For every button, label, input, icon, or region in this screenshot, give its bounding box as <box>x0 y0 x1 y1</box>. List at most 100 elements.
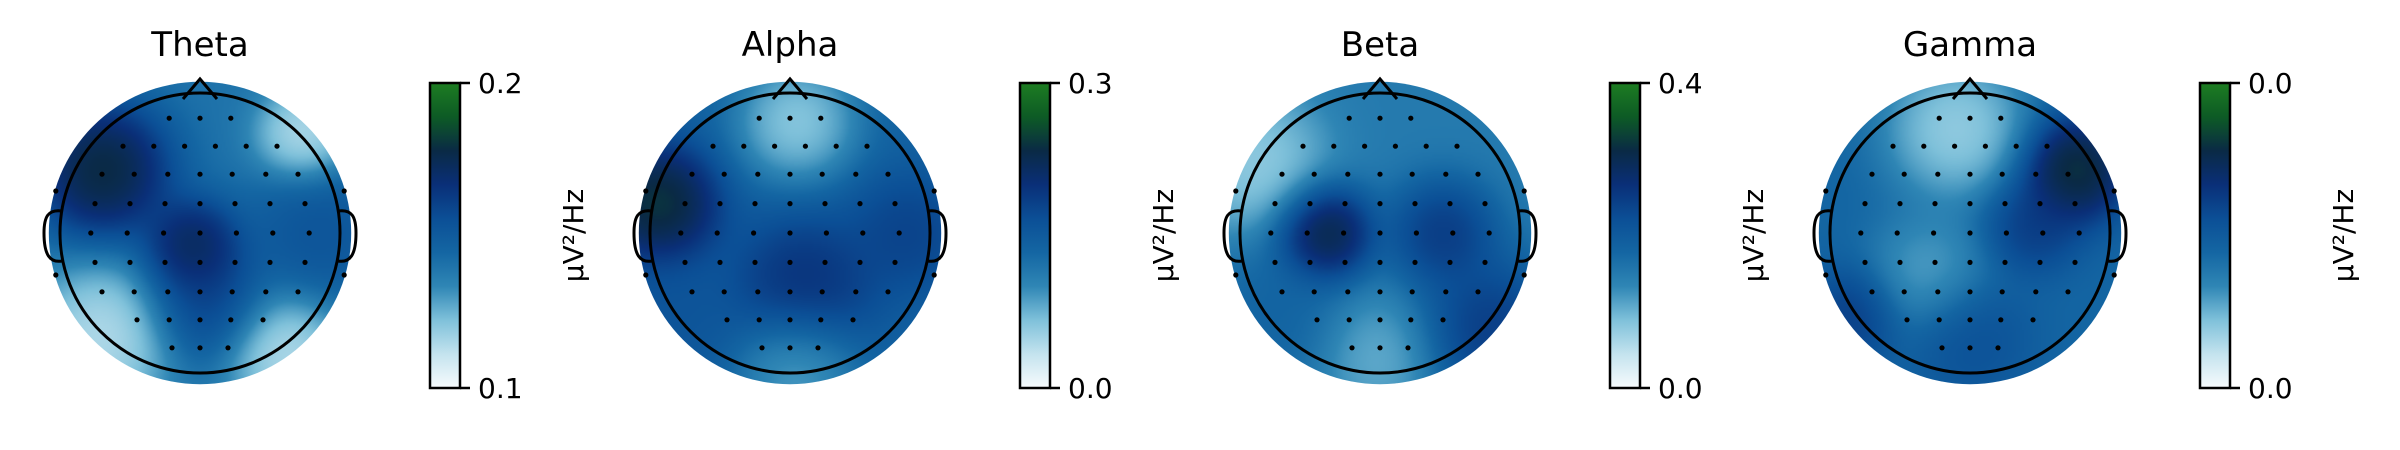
sensor-dot <box>1307 259 1313 265</box>
topomap-panel-beta: Beta 0.4 0.0 µV²/Hz <box>1222 25 1770 405</box>
sensor-dot <box>1341 230 1347 236</box>
panel-title: Theta <box>150 25 248 65</box>
sensor-dot <box>802 143 809 149</box>
sensor-dot <box>1482 259 1488 265</box>
sensor-dot <box>1405 345 1411 351</box>
sensor-dot <box>1311 289 1317 295</box>
colorbar-min-label: 0.0 <box>1658 372 1703 405</box>
nose-marker <box>771 76 809 100</box>
head-outline <box>1828 91 2112 375</box>
sensor-dot <box>1932 259 1938 265</box>
sensor-dot <box>885 289 891 295</box>
sensor-dot <box>232 201 238 207</box>
sensor-dot <box>228 317 234 323</box>
sensor-dot <box>1272 201 1278 207</box>
sensor-dot <box>124 230 130 236</box>
sensor-dot <box>92 201 98 207</box>
sensor-dot <box>2111 272 2117 278</box>
sensor-dot <box>1342 259 1348 265</box>
sensor-dot <box>755 289 761 295</box>
sensor-dot <box>1450 230 1456 236</box>
sensor-dot <box>787 289 793 295</box>
sensor-dot <box>2013 143 2019 149</box>
sensor-dot <box>850 317 856 323</box>
sensor-dot <box>1935 289 1941 295</box>
colorbar-unit-label: µV²/Hz <box>1147 189 1180 282</box>
sensor-dot <box>721 171 727 177</box>
sensor-dot <box>885 171 891 177</box>
sensor-dot <box>1897 201 1903 207</box>
sensor-dot <box>1233 188 1239 194</box>
sensor-dot <box>1304 230 1310 236</box>
sensor-dot <box>896 230 902 236</box>
sensor-dot <box>2002 201 2008 207</box>
sensor-dot <box>815 345 821 351</box>
sensor-dot <box>721 289 727 295</box>
sensor-dot <box>302 259 308 265</box>
sensor-dot <box>1858 230 1864 236</box>
head-outline <box>1238 91 1522 375</box>
sensor-dot <box>1921 143 1927 149</box>
colorbar <box>2198 81 2232 390</box>
sensor-dot <box>643 272 649 278</box>
sensor-dot <box>2076 230 2082 236</box>
sensor-dot <box>99 289 105 295</box>
sensor-dot <box>1377 115 1383 121</box>
sensor-dot <box>818 317 824 323</box>
colorbar-unit-label: µV²/Hz <box>1737 189 1770 282</box>
sensor-dot <box>1475 289 1481 295</box>
sensor-dot <box>166 115 172 121</box>
sensor-dot <box>860 230 866 236</box>
sensor-dot <box>1345 289 1351 295</box>
sensor-dot <box>853 171 859 177</box>
right-ear <box>1517 209 1538 263</box>
sensor-dot <box>1935 171 1941 177</box>
sensor-dot <box>1521 272 1527 278</box>
sensor-dot <box>1423 143 1429 149</box>
sensor-dot <box>1486 230 1492 236</box>
nose-marker <box>1361 76 1399 100</box>
sensor-dot <box>787 201 793 207</box>
sensor-dot <box>892 259 898 265</box>
sensor-dot <box>689 289 695 295</box>
sensor-dot <box>1862 201 1868 207</box>
sensor-dot <box>1268 230 1274 236</box>
sensor-dot <box>857 259 863 265</box>
sensor-dot <box>1901 289 1907 295</box>
sensor-dot <box>341 188 347 194</box>
nose-marker <box>181 76 219 100</box>
sensor-dot <box>1412 259 1418 265</box>
sensor-dot <box>1346 115 1352 121</box>
right-ear <box>927 209 948 263</box>
sensor-dot <box>787 259 793 265</box>
sensor-dot <box>212 143 218 149</box>
sensor-dot <box>228 115 234 121</box>
sensor-dot <box>931 188 937 194</box>
sensor-dot <box>1272 259 1278 265</box>
sensor-dot <box>243 143 249 149</box>
sensor-dot <box>2072 201 2078 207</box>
sensor-dot <box>1314 317 1320 323</box>
sensor-dot <box>819 171 825 177</box>
sensor-dot <box>689 171 695 177</box>
colorbar-unit-label: µV²/Hz <box>2327 189 2360 282</box>
colorbar-max-label: 0.0 <box>2248 67 2293 100</box>
sensor-dot <box>131 171 137 177</box>
panel-title: Gamma <box>1903 25 2037 65</box>
sensor-dot <box>787 230 793 236</box>
sensor-dot <box>165 171 171 177</box>
sensor-dot <box>1454 143 1460 149</box>
sensor-dot <box>818 115 824 121</box>
sensor-dot <box>1967 345 1973 351</box>
sensor-dot <box>1408 317 1414 323</box>
sensor-dot <box>270 230 276 236</box>
sensor-dot <box>197 201 203 207</box>
sensor-dot <box>2044 143 2050 149</box>
sensor-dot <box>127 201 133 207</box>
sensor-dot <box>717 259 723 265</box>
sensor-dot <box>1823 188 1829 194</box>
sensor-dot <box>233 230 239 236</box>
colorbar-max-label: 0.3 <box>1068 67 1113 100</box>
sensor-dot <box>225 345 231 351</box>
